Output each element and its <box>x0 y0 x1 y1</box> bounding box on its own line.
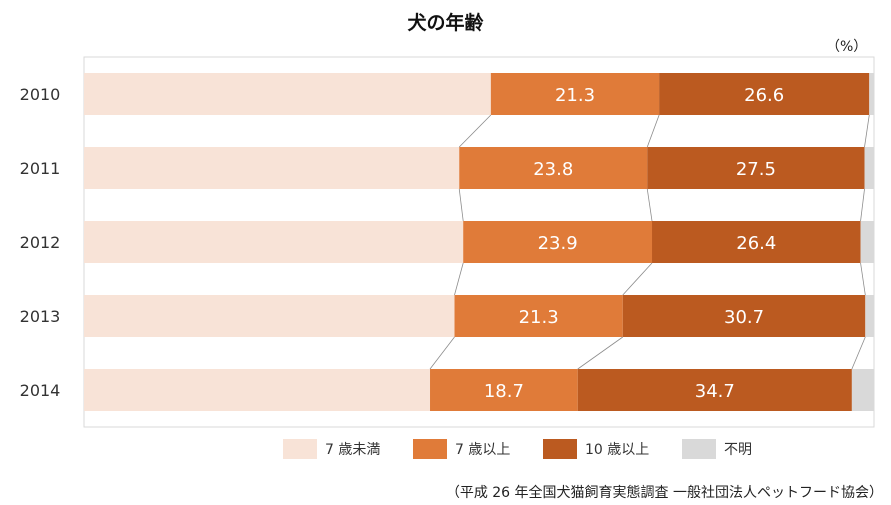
series-line-3-2 <box>851 336 866 370</box>
series-line-3-0 <box>429 336 455 370</box>
data-label-2014-series-2: 34.7 <box>695 381 735 402</box>
category-label-2014: 2014 <box>20 381 61 400</box>
legend-swatch-7-plus <box>413 439 447 459</box>
bar-2012-series-2 <box>652 221 861 263</box>
bar-2013-series-0 <box>84 295 455 337</box>
chart-title: 犬の年齢 <box>407 12 484 34</box>
legend-swatch-unknown <box>682 439 716 459</box>
bar-2010-series-2 <box>659 73 870 115</box>
data-label-2011-series-1: 23.8 <box>533 159 573 180</box>
bar-2011-series-3 <box>864 147 874 189</box>
data-label-2011-series-2: 27.5 <box>736 159 776 180</box>
legend-item-7-plus: 7 歳以上 <box>413 437 510 461</box>
data-label-2010-series-1: 21.3 <box>555 85 595 106</box>
source-note: （平成 26 年全国犬猫飼育実態調査 一般社団法人ペットフード協会） <box>445 485 883 501</box>
legend-swatch-10-plus <box>543 439 577 459</box>
data-label-2014-series-1: 18.7 <box>484 381 524 402</box>
bar-2012-series-3 <box>860 221 874 263</box>
data-label-2013-series-1: 21.3 <box>519 307 559 328</box>
series-line-0-2 <box>864 114 870 148</box>
series-line-2-2 <box>860 262 866 296</box>
legend: 7 歳未満 7 歳以上 10 歳以上 不明 <box>0 437 891 461</box>
series-line-2-1 <box>622 262 653 296</box>
category-label-2011: 2011 <box>20 159 61 178</box>
legend-item-10-plus: 10 歳以上 <box>543 437 649 461</box>
series-line-1-2 <box>860 188 865 222</box>
data-label-2012-series-1: 23.9 <box>538 233 578 254</box>
category-label-2013: 2013 <box>20 307 61 326</box>
bar-2010-series-0 <box>84 73 491 115</box>
series-line-0-0 <box>458 114 492 148</box>
category-label-2010: 2010 <box>20 85 61 104</box>
bar-2010-series-3 <box>869 73 874 115</box>
bar-2011-series-2 <box>647 147 865 189</box>
bar-2011-series-1 <box>459 147 648 189</box>
series-line-3-1 <box>577 336 624 370</box>
bar-2014-series-1 <box>430 369 578 411</box>
legend-label-7-plus: 7 歳以上 <box>455 442 511 458</box>
series-line-1-0 <box>458 188 464 222</box>
unit-label: （%） <box>826 39 868 55</box>
bar-2012-series-1 <box>463 221 653 263</box>
legend-label-unknown: 不明 <box>724 442 752 458</box>
series-line-2-0 <box>454 262 464 296</box>
legend-swatch-under-7 <box>283 439 317 459</box>
category-label-2012: 2012 <box>20 233 61 252</box>
data-label-2010-series-2: 26.6 <box>744 85 784 106</box>
data-label-2013-series-2: 30.7 <box>724 307 764 328</box>
bar-2010-series-1 <box>490 73 660 115</box>
legend-label-10-plus: 10 歳以上 <box>585 442 650 458</box>
bar-2014-series-2 <box>577 369 852 411</box>
bar-2011-series-0 <box>84 147 460 189</box>
bar-2013-series-3 <box>865 295 874 337</box>
series-line-0-1 <box>646 114 660 148</box>
bar-chart: 21.3 26.6 2010 23.8 27.5 2011 23.9 26.4 2012 21.3… <box>20 56 875 428</box>
bar-2014-series-0 <box>84 369 431 411</box>
legend-item-unknown: 不明 <box>682 437 752 461</box>
data-label-2012-series-2: 26.4 <box>736 233 776 254</box>
series-line-1-1 <box>646 188 653 222</box>
legend-label-under-7: 7 歳未満 <box>325 442 381 458</box>
bar-2012-series-0 <box>84 221 464 263</box>
bar-2013-series-1 <box>454 295 623 337</box>
bar-2014-series-3 <box>851 369 874 411</box>
legend-item-under-7: 7 歳未満 <box>283 437 380 461</box>
bar-2013-series-2 <box>622 295 866 337</box>
